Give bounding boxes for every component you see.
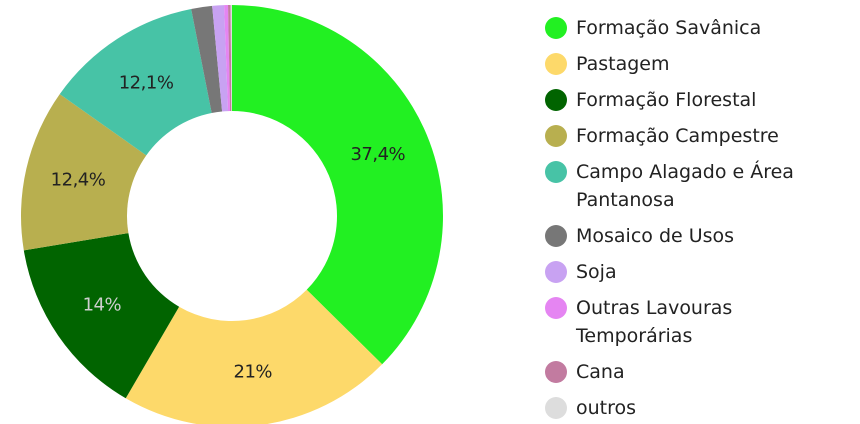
- slice: [212, 5, 229, 112]
- slice: [125, 289, 383, 424]
- legend-item: Mosaico de Usos: [545, 222, 845, 250]
- legend-swatch: [545, 225, 567, 247]
- legend-swatch: [545, 89, 567, 111]
- slice: [230, 5, 232, 112]
- legend-item: Campo Alagado e Área Pantanosa: [545, 158, 845, 214]
- value-label: 14%: [83, 295, 122, 316]
- legend-item: Formação Florestal: [545, 86, 845, 114]
- legend-swatch: [545, 125, 567, 147]
- legend-item: Formação Savânica: [545, 14, 845, 42]
- legend-label: Formação Florestal: [576, 89, 757, 111]
- legend-swatch: [545, 397, 567, 419]
- legend-label: Formação Campestre: [576, 125, 779, 147]
- legend-item: Pastagem: [545, 50, 845, 78]
- legend-item: Cana: [545, 358, 845, 386]
- legend-swatch: [545, 261, 567, 283]
- legend: Formação Savânica Pastagem Formação Flores…: [545, 14, 845, 424]
- slice: [20, 94, 147, 251]
- legend-label: Cana: [576, 361, 625, 383]
- slice: [59, 8, 212, 156]
- value-label: 37,4%: [350, 144, 405, 165]
- legend-label: Campo Alagado e Área Pantanosa: [576, 161, 794, 211]
- value-label: 12,1%: [119, 72, 174, 93]
- legend-label: outros: [576, 397, 637, 419]
- value-label: 12,4%: [51, 170, 106, 191]
- slice: [232, 5, 444, 365]
- legend-swatch: [545, 53, 567, 75]
- legend-item: Outras Lavouras Temporárias: [545, 294, 845, 350]
- slice: [191, 5, 223, 113]
- legend-item: outros: [545, 394, 845, 422]
- legend-item: Soja: [545, 258, 845, 286]
- legend-swatch: [545, 17, 567, 39]
- legend-label: Mosaico de Usos: [576, 225, 735, 247]
- slice: [23, 233, 180, 399]
- slice: [228, 5, 232, 112]
- slice: [224, 5, 231, 112]
- legend-swatch: [545, 161, 567, 183]
- legend-item: Formação Campestre: [545, 122, 845, 150]
- legend-swatch: [545, 297, 567, 319]
- legend-label: Pastagem: [576, 53, 670, 75]
- legend-swatch: [545, 361, 567, 383]
- legend-label: Formação Savânica: [576, 17, 762, 39]
- value-label: 21%: [234, 362, 273, 383]
- legend-label: Outras Lavouras Temporárias: [576, 297, 733, 347]
- legend-label: Soja: [576, 261, 617, 283]
